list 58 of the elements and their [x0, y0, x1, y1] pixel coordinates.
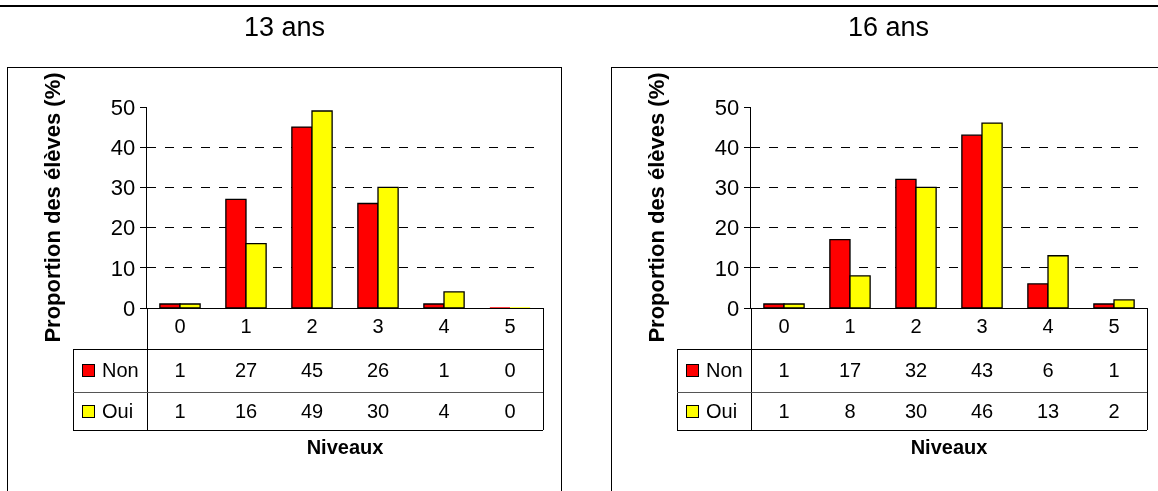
data-label: 16	[233, 398, 259, 424]
y-axis-title: Proportion des élèves (%)	[39, 72, 65, 343]
y-tick-label: 30	[110, 175, 136, 201]
y-tick-label: 20	[714, 215, 740, 241]
x-axis-title: Niveaux	[306, 435, 384, 458]
legend-label: Oui	[102, 399, 134, 423]
data-label: 6	[1041, 358, 1055, 383]
legend-label: Oui	[706, 399, 738, 423]
x-tick-label: 5	[504, 315, 516, 338]
data-label: 27	[233, 358, 259, 383]
x-tick-label: 4	[438, 315, 450, 338]
chart-title: 16 ans	[846, 11, 931, 43]
data-label: 4	[437, 398, 451, 424]
legend-label: Non	[102, 359, 139, 382]
x-tick-label: 1	[240, 315, 252, 338]
y-tick-label: 50	[110, 94, 136, 120]
data-label: 43	[969, 358, 995, 383]
y-tick-label: 20	[110, 215, 136, 241]
data-label: 30	[903, 398, 929, 424]
y-tick-label: 40	[110, 134, 136, 160]
legend-label: Non	[706, 359, 743, 382]
chart-title: 13 ans	[242, 11, 327, 43]
data-label: 1	[777, 358, 791, 383]
y-tick-label: 30	[714, 175, 740, 201]
data-label: 49	[299, 398, 325, 424]
y-tick-label: 0	[727, 295, 740, 321]
data-label: 45	[299, 358, 325, 383]
x-tick-label: 4	[1042, 315, 1054, 338]
x-tick-label: 2	[306, 315, 318, 338]
y-axis-title: Proportion des élèves (%)	[643, 72, 669, 343]
x-tick-label: 0	[174, 315, 186, 338]
data-label: 8	[843, 398, 857, 424]
x-tick-label: 3	[372, 315, 384, 338]
x-tick-label: 1	[844, 315, 856, 338]
x-axis-title: Niveaux	[910, 435, 988, 458]
data-label: 1	[1107, 358, 1121, 383]
y-tick-label: 40	[714, 134, 740, 160]
data-label: 13	[1035, 398, 1061, 424]
data-label: 17	[837, 358, 863, 383]
x-tick-label: 3	[976, 315, 988, 338]
data-label: 32	[903, 358, 929, 383]
data-label: 0	[503, 358, 517, 383]
data-label: 46	[969, 398, 995, 424]
y-tick-label: 10	[714, 255, 740, 281]
data-label: 1	[173, 358, 187, 383]
data-label: 1	[777, 398, 791, 424]
y-tick-label: 0	[123, 295, 136, 321]
x-tick-label: 2	[910, 315, 922, 338]
x-tick-label: 5	[1108, 315, 1120, 338]
data-label: 30	[365, 398, 391, 424]
data-label: 26	[365, 358, 391, 383]
y-tick-label: 10	[110, 255, 136, 281]
data-label: 0	[503, 398, 517, 424]
data-label: 2	[1107, 398, 1121, 424]
data-label: 1	[437, 358, 451, 383]
data-label: 1	[173, 398, 187, 424]
x-tick-label: 0	[778, 315, 790, 338]
y-tick-label: 50	[714, 94, 740, 120]
